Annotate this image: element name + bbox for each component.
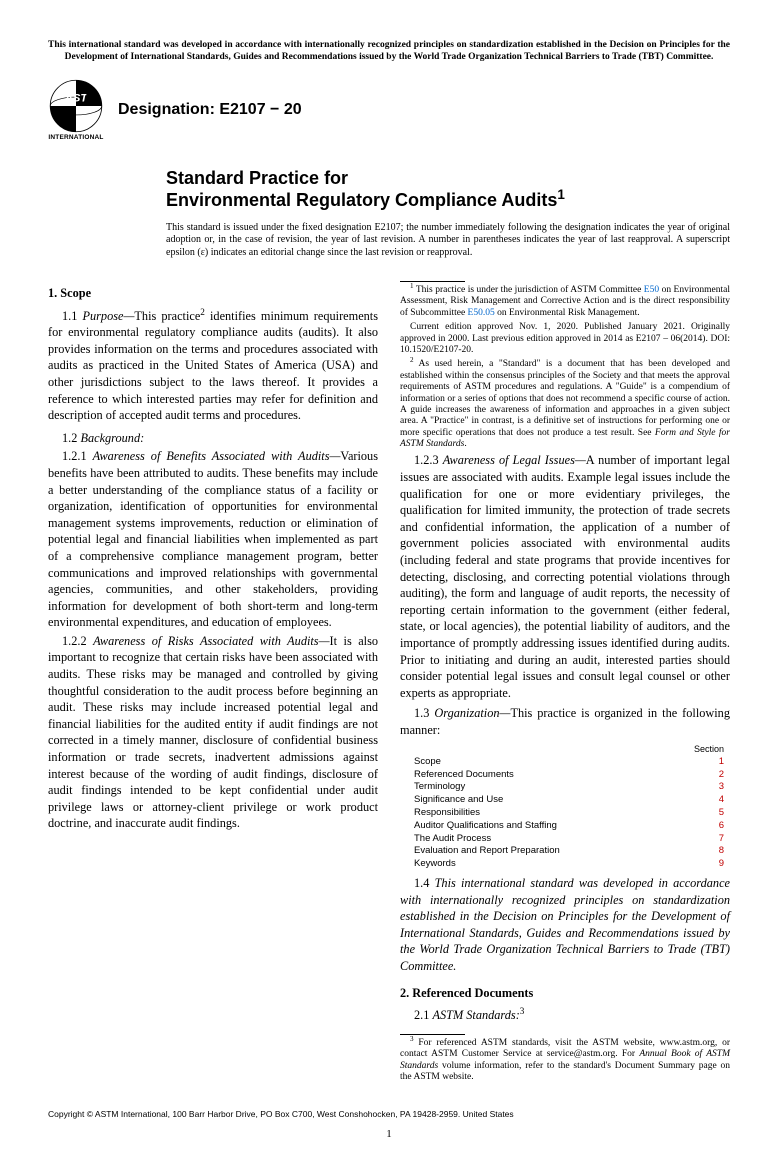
footnote-3: 3 For referenced ASTM standards, visit t… [400, 1038, 730, 1084]
page-number: 1 [48, 1127, 730, 1142]
astm-logo: AST M INTERNATIONAL [48, 78, 104, 143]
logo-label: INTERNATIONAL [48, 134, 104, 143]
toc-row: Keywords9 [414, 858, 724, 871]
footnote-1-b: Current edition approved Nov. 1, 2020. P… [400, 322, 730, 356]
para-1-2-3: 1.2.3 Awareness of Legal Issues—A number… [400, 452, 730, 701]
para-1-4: 1.4 This international standard was deve… [400, 875, 730, 975]
section-1-head: 1. Scope [48, 285, 378, 302]
section-2-head: 2. Referenced Documents [400, 985, 730, 1002]
toc-row: Terminology3 [414, 781, 724, 794]
title-block: Standard Practice for Environmental Regu… [166, 167, 730, 260]
left-footnotes: 1 This practice is under the jurisdictio… [400, 281, 730, 450]
para-1-1: 1.1 Purpose—This practice2 identifies mi… [48, 308, 378, 424]
toc-row: The Audit Process7 [414, 833, 724, 846]
toc-row: Scope1 [414, 756, 724, 769]
para-1-2: 1.2 Background: [48, 430, 378, 447]
body-columns: 1. Scope 1.1 Purpose—This practice2 iden… [48, 281, 730, 1083]
header-row: AST M INTERNATIONAL Designation: E2107 −… [48, 78, 730, 143]
footnote-2: 2 As used herein, a "Standard" is a docu… [400, 359, 730, 450]
copyright: Copyright © ASTM International, 100 Barr… [48, 1109, 730, 1120]
svg-text:M: M [85, 92, 95, 104]
para-1-3: 1.3 Organization—This practice is organi… [400, 705, 730, 738]
toc-row: Auditor Qualifications and Staffing6 [414, 820, 724, 833]
link-e50[interactable]: E50 [644, 285, 659, 295]
para-2-1: 2.1 ASTM Standards:3 [400, 1007, 730, 1024]
toc-head: Section [694, 743, 724, 755]
para-1-2-2: 1.2.2 Awareness of Risks Associated with… [48, 633, 378, 832]
issued-note: This standard is issued under the fixed … [166, 222, 730, 260]
toc-row: Evaluation and Report Preparation8 [414, 845, 724, 858]
footnote-1: 1 This practice is under the jurisdictio… [400, 285, 730, 319]
top-notice: This international standard was develope… [48, 40, 730, 64]
title-line2: Environmental Regulatory Compliance Audi… [166, 190, 557, 210]
link-e5005[interactable]: E50.05 [468, 308, 495, 318]
title-sup: 1 [557, 187, 565, 202]
title-line1: Standard Practice for [166, 168, 348, 188]
designation: Designation: E2107 − 20 [118, 99, 302, 121]
title: Standard Practice for Environmental Regu… [166, 167, 730, 212]
toc-row: Responsibilities5 [414, 807, 724, 820]
toc-row: Referenced Documents2 [414, 769, 724, 782]
toc-row: Significance and Use4 [414, 794, 724, 807]
para-1-2-1: 1.2.1 Awareness of Benefits Associated w… [48, 448, 378, 631]
right-footnotes: 3 For referenced ASTM standards, visit t… [400, 1034, 730, 1084]
toc: Section Scope1Referenced Documents2Termi… [414, 743, 724, 871]
